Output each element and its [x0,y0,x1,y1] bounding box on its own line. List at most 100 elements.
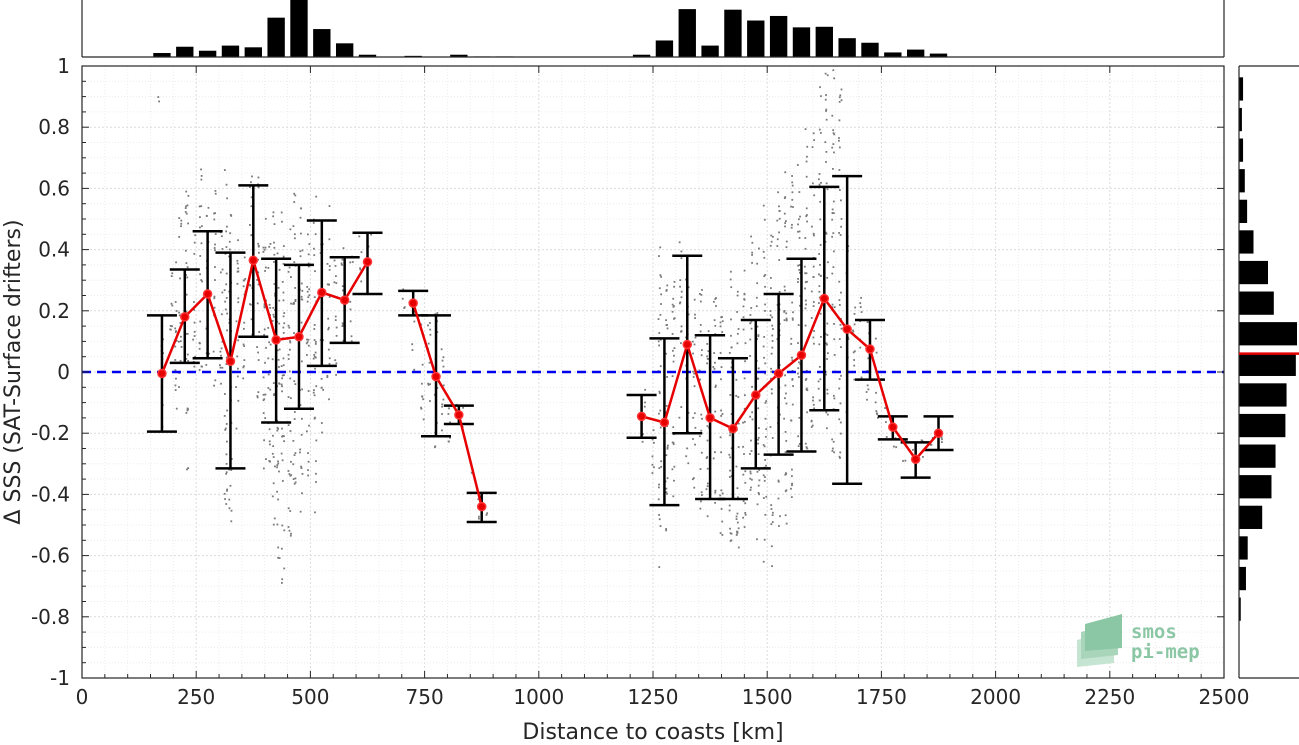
scatter-point [312,391,315,394]
scatter-point [212,350,215,353]
scatter-point [813,330,815,332]
scatter-point [838,378,841,381]
scatter-point [784,171,787,174]
scatter-point [221,268,224,271]
scatter-point [225,230,228,233]
scatter-point [713,352,716,354]
scatter-point [826,358,828,360]
scatter-point [300,433,303,436]
scatter-point [289,228,292,231]
scatter-point [293,418,296,420]
scatter-point [281,220,283,223]
scatter-point [783,310,786,313]
scatter-point [236,259,239,262]
scatter-point [706,467,709,470]
scatter-point [272,306,275,309]
scatter-point [693,298,696,301]
scatter-point [283,529,286,532]
scatter-point [462,406,465,409]
scatter-point [198,369,201,371]
scatter-point [300,232,302,235]
scatter-point [791,359,794,362]
scatter-point [225,440,228,443]
scatter-point [250,205,253,208]
scatter-point [819,86,821,89]
scatter-point [812,132,815,135]
scatter-point [300,321,303,324]
scatter-point [736,342,739,345]
scatter-point [840,218,843,220]
scatter-point [335,362,338,365]
scatter-point [413,368,416,371]
scatter-point [756,282,759,285]
scatter-point [434,445,437,448]
scatter-point [477,498,480,501]
scatter-point [292,225,295,228]
scatter-point [691,478,694,481]
scatter-point [158,100,160,103]
scatter-point [819,312,822,315]
scatter-point [737,396,740,398]
scatter-point [770,370,773,373]
scatter-point [692,477,695,479]
scatter-point [268,428,271,431]
scatter-point [300,295,303,298]
scatter-point [301,472,304,475]
scatter-point [771,324,774,327]
scatter-point [268,440,271,443]
scatter-point [839,323,842,326]
scatter-point [840,327,843,330]
scatter-point [294,477,297,480]
x-tick-label: 2250 [1084,685,1135,709]
scatter-point [264,361,266,364]
scatter-point [940,436,943,439]
scatter-point [805,387,808,390]
scatter-point [320,422,323,424]
y-histogram-frame [1238,65,1299,679]
scatter-point [174,369,177,372]
scatter-point [707,358,710,360]
y-histogram-bar [1239,444,1276,468]
scatter-point [307,469,309,472]
scatter-point [447,413,450,415]
scatter-point [230,509,233,512]
scatter-point [798,191,801,193]
scatter-point [700,451,703,454]
scatter-point [778,290,781,293]
scatter-point [228,255,230,258]
scatter-point [757,438,759,441]
scatter-point [728,504,731,507]
y-histogram-bar [1239,597,1241,621]
scatter-point [783,417,786,420]
scatter-point [812,301,815,303]
scatter-point [806,220,808,223]
scatter-point [798,218,800,221]
scatter-point [831,306,834,309]
scatter-point [288,266,291,269]
scatter-point [826,276,829,279]
scatter-point [758,469,761,471]
scatter-point [810,426,813,428]
scatter-point [370,233,373,236]
scatter-point [797,435,800,438]
scatter-point [762,497,765,499]
scatter-point [778,231,780,234]
scatter-point [804,128,807,131]
scatter-point [783,212,786,215]
scatter-point [904,459,907,462]
scatter-point [853,378,856,381]
y-histogram-bar [1239,230,1254,254]
scatter-point [224,498,226,500]
mean-point [933,428,944,438]
scatter-point [820,335,822,338]
scatter-point [201,365,203,368]
scatter-point [813,234,815,237]
mean-line [160,259,369,374]
scatter-point [658,344,661,347]
scatter-point [700,429,703,432]
scatter-point [885,421,887,423]
scatter-point [290,474,293,477]
x-histogram-bar [267,17,285,58]
scatter-point [730,539,733,542]
scatter-point [744,360,746,363]
